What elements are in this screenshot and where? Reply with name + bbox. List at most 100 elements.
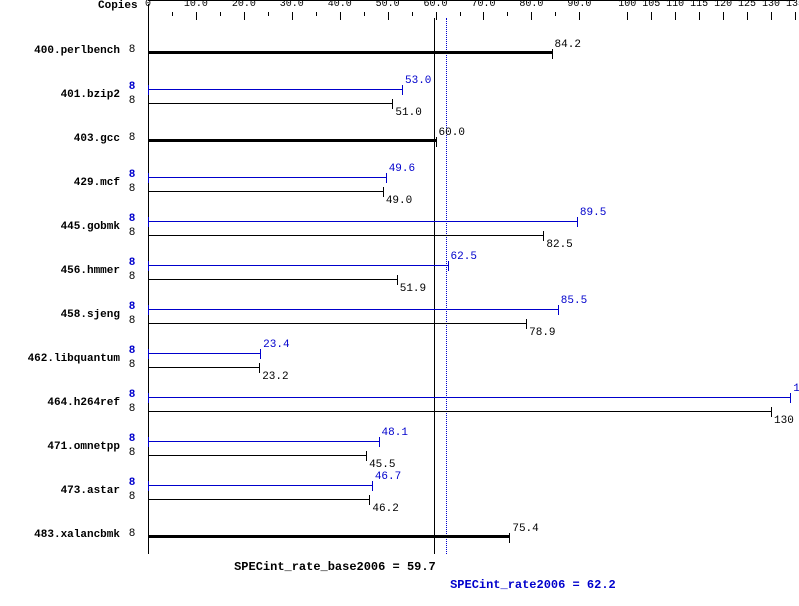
bar-value-label: 46.2: [372, 503, 398, 515]
benchmark-bar: 23.4: [148, 353, 260, 354]
benchmark-bar: 51.9: [148, 279, 397, 280]
copies-value: 8: [122, 132, 142, 144]
axis-tick-label: 105: [642, 0, 660, 10]
axis-tick: 30.0: [280, 1, 304, 12]
axis-tick-label: 40.0: [328, 0, 352, 10]
bar-value-label: 134: [793, 383, 799, 395]
benchmark-label: 456.hmmer: [0, 265, 120, 277]
benchmark-label: 429.mcf: [0, 177, 120, 189]
axis-tick: 70.0: [471, 1, 495, 12]
axis-tick: 120: [714, 1, 732, 12]
benchmark-label: 464.h264ref: [0, 397, 120, 409]
copies-value: 8: [122, 403, 142, 415]
benchmark-bar: 53.0: [148, 89, 402, 90]
copies-value: 8: [122, 257, 142, 269]
copies-value: 8: [122, 301, 142, 313]
benchmark-bar: 45.5: [148, 455, 366, 456]
copies-value: 8: [122, 213, 142, 225]
benchmark-bar: 48.1: [148, 441, 379, 442]
bar-value-label: 82.5: [546, 239, 572, 251]
axis-tick: 90.0: [567, 1, 591, 12]
axis-tick: 105: [642, 1, 660, 12]
plot-area: 010.020.030.040.050.060.070.080.090.0100…: [148, 0, 795, 606]
copies-value: 8: [122, 491, 142, 503]
copies-value: 8: [122, 345, 142, 357]
bar-value-label: 60.0: [439, 127, 465, 139]
axis-tick-label: 60.0: [424, 0, 448, 10]
axis-tick: 130: [762, 1, 780, 12]
axis-tick: 40.0: [328, 1, 352, 12]
axis-tick-label: 110: [666, 0, 684, 10]
axis-tick-label: 20.0: [232, 0, 256, 10]
base-reference-line: [434, 18, 435, 554]
bar-value-label: 46.7: [375, 471, 401, 483]
benchmark-bar: 60.0: [148, 139, 436, 142]
axis-tick-label: 50.0: [376, 0, 400, 10]
benchmark-bar: 89.5: [148, 221, 577, 222]
copies-value: 8: [122, 227, 142, 239]
axis-tick: 110: [666, 1, 684, 12]
peak-reference-line: [446, 18, 447, 554]
copies-value: 8: [122, 477, 142, 489]
summary-base: SPECint_rate_base2006 = 59.7: [234, 560, 436, 574]
copies-value: 8: [122, 433, 142, 445]
spec-rate-chart: Copies 400.perlbench 401.bzip2 403.gcc 429.…: [0, 0, 799, 606]
benchmark-bar: 82.5: [148, 235, 543, 236]
axis-tick-label: 125: [738, 0, 756, 10]
benchmark-bar: 46.2: [148, 499, 369, 500]
bar-value-label: 53.0: [405, 75, 431, 87]
axis-tick: 135: [786, 1, 799, 12]
axis-tick-label: 115: [690, 0, 708, 10]
benchmark-bar: 46.7: [148, 485, 372, 486]
bar-value-label: 23.4: [263, 339, 289, 351]
axis-tick-label: 30.0: [280, 0, 304, 10]
copies-value: 8: [122, 447, 142, 459]
bar-value-label: 78.9: [529, 327, 555, 339]
bar-value-label: 85.5: [561, 295, 587, 307]
axis-tick: 60.0: [424, 1, 448, 12]
bar-value-label: 75.4: [512, 523, 538, 535]
bar-value-label: 45.5: [369, 459, 395, 471]
axis-tick-label: 100: [618, 0, 636, 10]
axis-tick: 80.0: [519, 1, 543, 12]
axis-tick: 50.0: [376, 1, 400, 12]
bar-value-label: 51.9: [400, 283, 426, 295]
axis-tick-label: 90.0: [567, 0, 591, 10]
benchmark-bar: 130: [148, 411, 771, 412]
axis-tick-label: 130: [762, 0, 780, 10]
benchmark-label: 400.perlbench: [0, 45, 120, 57]
bar-value-label: 89.5: [580, 207, 606, 219]
axis-tick-label: 80.0: [519, 0, 543, 10]
benchmark-bar: 78.9: [148, 323, 526, 324]
copies-value: 8: [122, 359, 142, 371]
benchmark-label: 403.gcc: [0, 133, 120, 145]
benchmark-bar: 84.2: [148, 51, 552, 54]
axis-tick-label: 120: [714, 0, 732, 10]
axis-tick-label: 135: [786, 0, 799, 10]
benchmark-bar: 85.5: [148, 309, 558, 310]
copies-value: 8: [122, 271, 142, 283]
x-axis: 010.020.030.040.050.060.070.080.090.0100…: [148, 0, 795, 24]
copies-header: Copies: [98, 0, 138, 12]
axis-tick: 20.0: [232, 1, 256, 12]
benchmark-label: 462.libquantum: [0, 353, 120, 365]
benchmark-label: 458.sjeng: [0, 309, 120, 321]
axis-tick-label: 10.0: [184, 0, 208, 10]
bar-value-label: 51.0: [395, 107, 421, 119]
copies-value: 8: [122, 183, 142, 195]
bar-value-label: 23.2: [262, 371, 288, 383]
axis-tick: 125: [738, 1, 756, 12]
bar-value-label: 48.1: [382, 427, 408, 439]
benchmark-label: 401.bzip2: [0, 89, 120, 101]
bar-value-label: 62.5: [451, 251, 477, 263]
benchmark-label: 445.gobmk: [0, 221, 120, 233]
summary-peak: SPECint_rate2006 = 62.2: [450, 578, 616, 592]
benchmark-bar: 62.5: [148, 265, 448, 266]
axis-tick: 115: [690, 1, 708, 12]
axis-tick: 10.0: [184, 1, 208, 12]
benchmark-bar: 51.0: [148, 103, 392, 104]
benchmark-bar: 49.0: [148, 191, 383, 192]
copies-value: 8: [122, 44, 142, 56]
benchmark-bar: 75.4: [148, 535, 509, 538]
benchmark-label: 473.astar: [0, 485, 120, 497]
